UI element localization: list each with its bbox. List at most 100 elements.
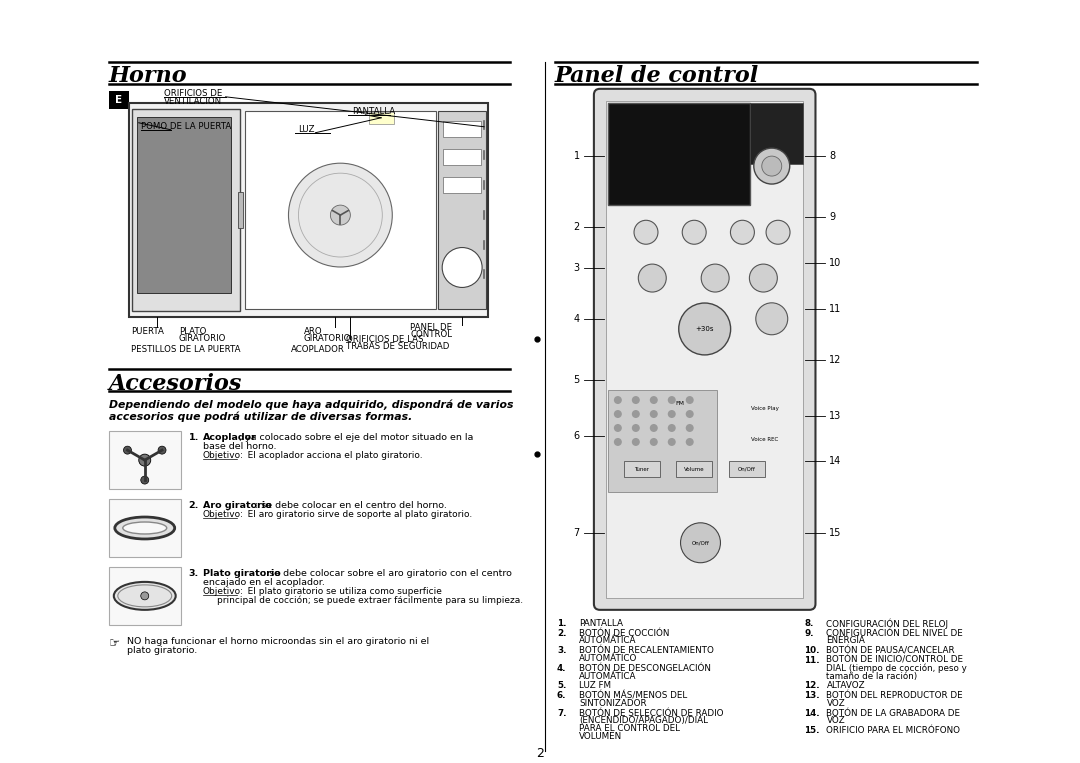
Text: 2: 2 (573, 222, 580, 232)
Bar (608, 103, 751, 204)
Text: base del horno.: base del horno. (203, 442, 276, 451)
Text: On/Off: On/Off (691, 540, 710, 546)
Text: PARA EL CONTROL DEL: PARA EL CONTROL DEL (579, 724, 680, 733)
Text: El aro giratorio sirve de soporte al plato giratorio.: El aro giratorio sirve de soporte al pla… (240, 510, 472, 519)
Text: 2.: 2. (557, 629, 567, 638)
Text: LUZ: LUZ (298, 125, 315, 134)
FancyBboxPatch shape (594, 89, 815, 610)
Text: BOTÓN DE RECALENTAMIENTO: BOTÓN DE RECALENTAMIENTO (579, 646, 714, 655)
Bar (244, 111, 436, 310)
Text: 4: 4 (573, 314, 580, 324)
Bar (129, 103, 488, 317)
Text: Voice Play: Voice Play (751, 407, 779, 411)
Text: Horno: Horno (109, 65, 188, 87)
Circle shape (667, 438, 676, 446)
Circle shape (634, 221, 658, 244)
Bar (369, 112, 394, 124)
Bar (729, 462, 765, 478)
Bar (606, 101, 804, 598)
Text: Panel de control: Panel de control (555, 65, 759, 87)
Text: 14: 14 (829, 456, 841, 466)
Bar (443, 121, 481, 137)
Text: ALTAVOZ: ALTAVOZ (826, 681, 865, 691)
Circle shape (650, 410, 658, 418)
Circle shape (140, 592, 149, 600)
Circle shape (632, 424, 639, 432)
Circle shape (754, 148, 789, 184)
Text: 14.: 14. (805, 709, 820, 718)
Circle shape (650, 438, 658, 446)
Text: 11: 11 (829, 304, 841, 314)
Circle shape (650, 424, 658, 432)
Text: 8: 8 (829, 151, 836, 161)
Text: DIAL (tiempo de cocción, peso y: DIAL (tiempo de cocción, peso y (826, 664, 968, 673)
Bar (132, 109, 240, 311)
Text: 9: 9 (829, 212, 836, 222)
Text: ☞: ☞ (109, 637, 120, 650)
Text: encajado en el acoplador.: encajado en el acoplador. (203, 578, 324, 587)
Text: 7: 7 (573, 527, 580, 538)
Text: AUTOMÁTICA: AUTOMÁTICA (579, 671, 636, 681)
Bar (751, 103, 804, 164)
Text: 13.: 13. (805, 691, 820, 700)
Bar (109, 499, 180, 557)
Text: 12: 12 (829, 355, 841, 365)
Text: El acoplador acciona el plato giratorio.: El acoplador acciona el plato giratorio. (240, 451, 423, 460)
Bar (137, 117, 231, 294)
Text: 3.: 3. (189, 569, 199, 578)
Text: POMO DE LA PUERTA: POMO DE LA PUERTA (140, 122, 231, 130)
Text: Voice REC: Voice REC (751, 437, 778, 442)
Text: , ya colocado sobre el eje del motor situado en la: , ya colocado sobre el eje del motor sit… (239, 433, 473, 443)
Text: BOTÓN DEL REPRODUCTOR DE: BOTÓN DEL REPRODUCTOR DE (826, 691, 963, 700)
Text: 2: 2 (536, 746, 544, 760)
Circle shape (158, 446, 166, 454)
Text: 3: 3 (573, 263, 580, 273)
Bar (238, 192, 243, 227)
Text: TRABAS DE SEGURIDAD: TRABAS DE SEGURIDAD (347, 343, 449, 351)
Circle shape (730, 221, 755, 244)
Circle shape (678, 303, 731, 355)
Circle shape (686, 410, 693, 418)
Bar (608, 390, 717, 492)
Text: 1.: 1. (189, 433, 199, 443)
Text: GIRATORIO: GIRATORIO (178, 334, 226, 343)
Text: Acoplador: Acoplador (203, 433, 257, 443)
Text: FM: FM (675, 401, 684, 407)
Text: El plato giratorio se utiliza como superficie: El plato giratorio se utiliza como super… (240, 587, 442, 596)
Text: Accesorios: Accesorios (109, 373, 242, 395)
Text: VOZ: VOZ (826, 716, 846, 726)
Circle shape (686, 424, 693, 432)
Circle shape (632, 396, 639, 404)
Text: Objetivo:: Objetivo: (203, 451, 244, 460)
Circle shape (686, 396, 693, 404)
Text: +30s: +30s (696, 326, 714, 332)
Text: 10: 10 (829, 258, 841, 268)
Text: : se debe colocar sobre el aro giratorio con el centro: : se debe colocar sobre el aro giratorio… (262, 569, 512, 578)
Ellipse shape (114, 517, 175, 539)
Text: PLATO: PLATO (178, 327, 206, 336)
Circle shape (613, 424, 622, 432)
Circle shape (680, 523, 720, 563)
Text: 10.: 10. (805, 646, 820, 655)
Circle shape (442, 247, 482, 288)
Text: AUTOMÁTICA: AUTOMÁTICA (579, 636, 636, 645)
Ellipse shape (123, 522, 166, 534)
Text: NO haga funcionar el horno microondas sin el aro giratorio ni el: NO haga funcionar el horno microondas si… (126, 637, 429, 645)
Circle shape (683, 221, 706, 244)
Circle shape (123, 446, 132, 454)
Circle shape (667, 396, 676, 404)
Bar (443, 177, 481, 192)
Text: BOTÓN DE PAUSA/CANCELAR: BOTÓN DE PAUSA/CANCELAR (826, 646, 955, 655)
Text: Plato giratorio: Plato giratorio (203, 569, 281, 578)
Text: 1.: 1. (557, 619, 567, 628)
Bar (624, 462, 660, 478)
Text: 4.: 4. (557, 664, 567, 673)
Circle shape (613, 410, 622, 418)
Text: principal de cocción; se puede extraer fácilmente para su limpieza.: principal de cocción; se puede extraer f… (217, 596, 523, 605)
Text: AUTOMÁTICO: AUTOMÁTICO (579, 654, 637, 663)
Circle shape (667, 424, 676, 432)
Text: BOTÓN DE LA GRABADORA DE: BOTÓN DE LA GRABADORA DE (826, 709, 960, 718)
Text: VENTILACIÓN: VENTILACIÓN (164, 97, 221, 106)
Text: PANTALLA: PANTALLA (352, 107, 395, 116)
Circle shape (766, 221, 791, 244)
